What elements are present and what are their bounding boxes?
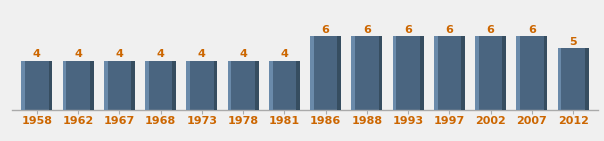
Bar [461, 36, 465, 110]
Bar [352, 36, 355, 110]
Text: 4: 4 [156, 49, 164, 59]
Bar [434, 36, 438, 110]
Bar [557, 48, 562, 110]
Bar [269, 61, 300, 110]
Bar [228, 61, 231, 110]
Text: 6: 6 [322, 25, 330, 35]
Bar [585, 48, 589, 110]
Bar [269, 61, 272, 110]
Text: 4: 4 [33, 49, 41, 59]
Bar [63, 61, 94, 110]
Bar [516, 36, 520, 110]
Bar [255, 61, 259, 110]
Bar [63, 61, 66, 110]
Bar [434, 36, 465, 110]
Text: 6: 6 [487, 25, 495, 35]
Text: 5: 5 [570, 37, 577, 47]
Bar [310, 36, 341, 110]
Bar [475, 36, 506, 110]
Bar [379, 36, 382, 110]
Bar [393, 36, 423, 110]
Bar [104, 61, 108, 110]
Bar [420, 36, 423, 110]
Bar [338, 36, 341, 110]
Bar [296, 61, 300, 110]
Text: 4: 4 [280, 49, 288, 59]
Bar [90, 61, 94, 110]
Bar [516, 36, 547, 110]
Text: 4: 4 [198, 49, 206, 59]
Bar [393, 36, 396, 110]
Text: 4: 4 [239, 49, 247, 59]
Text: 6: 6 [404, 25, 412, 35]
Bar [145, 61, 176, 110]
Bar [104, 61, 135, 110]
Text: 6: 6 [528, 25, 536, 35]
Text: 6: 6 [363, 25, 371, 35]
Bar [21, 61, 53, 110]
Bar [48, 61, 53, 110]
Text: 6: 6 [446, 25, 454, 35]
Bar [503, 36, 506, 110]
Bar [145, 61, 149, 110]
Bar [228, 61, 259, 110]
Text: 4: 4 [74, 49, 82, 59]
Bar [352, 36, 382, 110]
Text: 4: 4 [115, 49, 123, 59]
Bar [310, 36, 314, 110]
Bar [187, 61, 190, 110]
Bar [544, 36, 547, 110]
Bar [172, 61, 176, 110]
Bar [21, 61, 25, 110]
Bar [557, 48, 589, 110]
Bar [475, 36, 479, 110]
Bar [131, 61, 135, 110]
Bar [214, 61, 217, 110]
Bar [187, 61, 217, 110]
